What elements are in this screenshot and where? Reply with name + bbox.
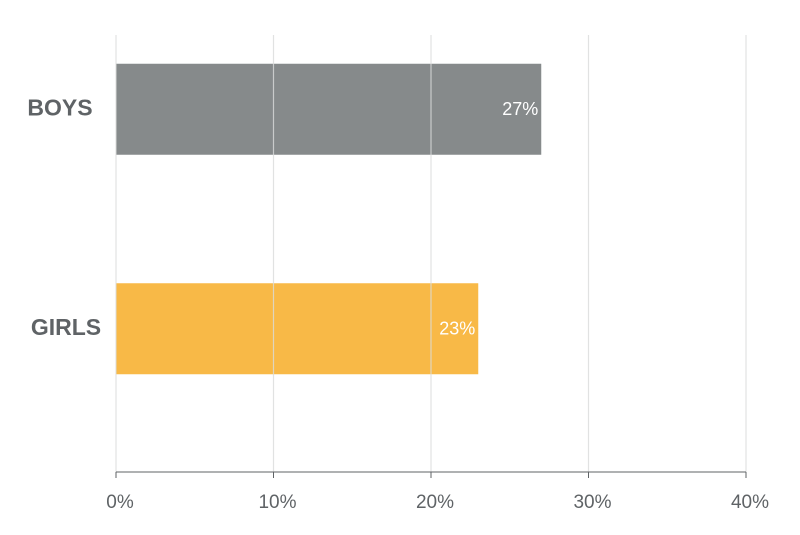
value-label: 27% — [502, 99, 538, 119]
bar — [116, 63, 542, 155]
category-label: BOYS — [27, 94, 92, 120]
value-label: 23% — [439, 319, 475, 339]
x-tick-label: 20% — [416, 492, 454, 513]
x-tick-label: 40% — [731, 492, 769, 513]
x-tick-label: 0% — [106, 492, 134, 513]
bar — [116, 283, 479, 375]
x-tick-label: 30% — [573, 492, 611, 513]
category-label: GIRLS — [31, 314, 101, 340]
x-tick-label: 10% — [258, 492, 296, 513]
